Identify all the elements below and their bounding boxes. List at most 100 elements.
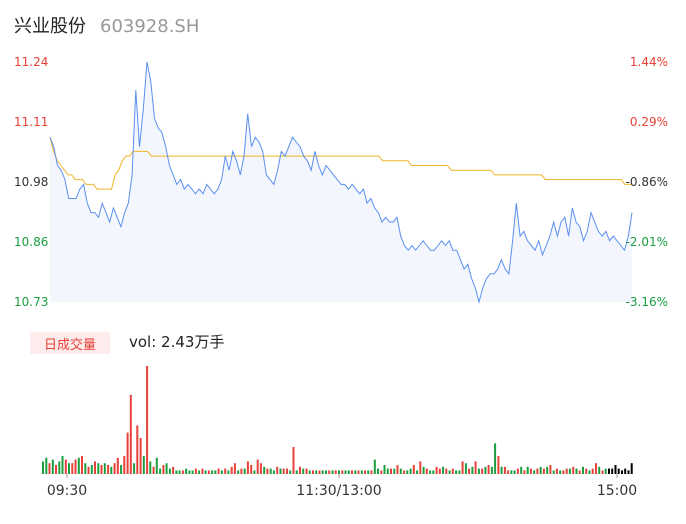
volume-bar: [58, 461, 61, 474]
y-right-tick-label: 0.29%: [630, 115, 668, 129]
volume-bar: [165, 463, 168, 474]
volume-bar: [377, 468, 379, 474]
volume-bar: [55, 465, 57, 474]
volume-bar: [490, 466, 493, 474]
volume-bar: [604, 468, 607, 474]
volume-bar: [562, 470, 565, 474]
volume-bar: [74, 459, 77, 474]
volume-bar: [207, 470, 210, 474]
volume-bar: [630, 463, 633, 474]
volume-bar: [201, 468, 204, 474]
volume-bar: [357, 470, 360, 474]
volume-bar: [233, 463, 236, 474]
volume-bar: [533, 470, 536, 474]
volume-bar: [503, 466, 506, 474]
volume-bar: [393, 468, 396, 474]
volume-bar: [289, 470, 292, 474]
volume-bar: [477, 468, 480, 474]
volume-bar: [419, 461, 422, 474]
volume-bar: [354, 470, 357, 474]
volume-bar: [364, 470, 366, 474]
volume-bar: [64, 459, 67, 474]
volume-bar: [507, 470, 510, 474]
volume-bar: [367, 470, 370, 474]
volume-bar: [442, 466, 445, 474]
volume-bar: [438, 468, 441, 474]
volume-bar: [559, 470, 562, 474]
volume-bar: [403, 470, 406, 474]
volume-bar: [256, 459, 259, 474]
volume-bar: [481, 468, 484, 474]
volume-bar: [591, 468, 594, 474]
volume-bar: [451, 468, 454, 474]
volume-bar: [386, 468, 389, 474]
volume-bar: [149, 461, 152, 474]
volume-bar: [162, 465, 165, 474]
volume-bar: [227, 470, 230, 474]
volume-bar: [295, 470, 298, 474]
volume-bar: [536, 468, 539, 474]
volume-bar: [338, 470, 340, 474]
volume-bar: [45, 457, 48, 474]
volume-bar: [243, 468, 246, 474]
volume-bar: [601, 470, 604, 474]
volume-bar: [286, 468, 288, 474]
volume-bar: [116, 457, 119, 474]
volume-bar: [334, 470, 337, 474]
volume-bar: [464, 463, 467, 474]
volume-bar: [136, 425, 139, 474]
volume-bar: [360, 470, 363, 474]
volume-bar: [396, 465, 399, 474]
volume-bar: [263, 466, 266, 474]
volume-bar: [302, 468, 305, 474]
y-right-tick-label: -3.16%: [626, 295, 668, 309]
stock-code: 603928.SH: [100, 16, 200, 37]
volume-bar: [211, 470, 214, 474]
volume-bar: [204, 470, 207, 474]
x-tick-label: 11:30/13:00: [296, 483, 381, 499]
volume-bar: [77, 457, 80, 474]
volume-bar: [240, 468, 243, 474]
volume-bar: [175, 470, 178, 474]
volume-bar: [237, 470, 240, 474]
volume-bar: [585, 468, 588, 474]
volume-bar: [81, 456, 83, 474]
volume-bar: [269, 468, 272, 474]
volume-bar: [513, 470, 516, 474]
volume-bar: [510, 470, 513, 474]
volume-bar: [611, 468, 614, 474]
volume-bar: [276, 466, 279, 474]
volume-bar: [220, 470, 223, 474]
volume-bar: [250, 465, 253, 474]
volume-bar: [48, 463, 51, 474]
volume-bar: [380, 470, 383, 474]
volume-bar: [520, 466, 523, 474]
volume-bar: [110, 466, 113, 474]
volume-bar: [461, 461, 464, 474]
volume-bar: [51, 459, 54, 474]
volume-bar: [370, 470, 373, 474]
volume-bar: [412, 465, 415, 474]
volume-bar: [97, 463, 100, 474]
volume-bar: [582, 466, 584, 474]
volume-bar: [126, 432, 129, 474]
volume-bar: [448, 470, 451, 474]
volume-bar: [341, 470, 344, 474]
volume-bar: [542, 468, 545, 474]
volume-bar: [425, 468, 428, 474]
volume-bar: [224, 468, 227, 474]
y-left-tick-label: 11.24: [14, 55, 48, 69]
volume-bar: [94, 461, 96, 474]
volume-bar: [331, 470, 334, 474]
volume-bar: [445, 468, 448, 474]
volume-bar: [546, 466, 549, 474]
volume-bar: [188, 470, 191, 474]
volume-bar: [624, 468, 627, 474]
volume-bar: [120, 465, 123, 474]
price-area: [50, 62, 632, 302]
volume-bar: [595, 463, 597, 474]
volume-bar: [608, 468, 610, 474]
volume-bar: [259, 463, 262, 474]
volume-bar: [588, 470, 591, 474]
volume-bar: [325, 470, 327, 474]
